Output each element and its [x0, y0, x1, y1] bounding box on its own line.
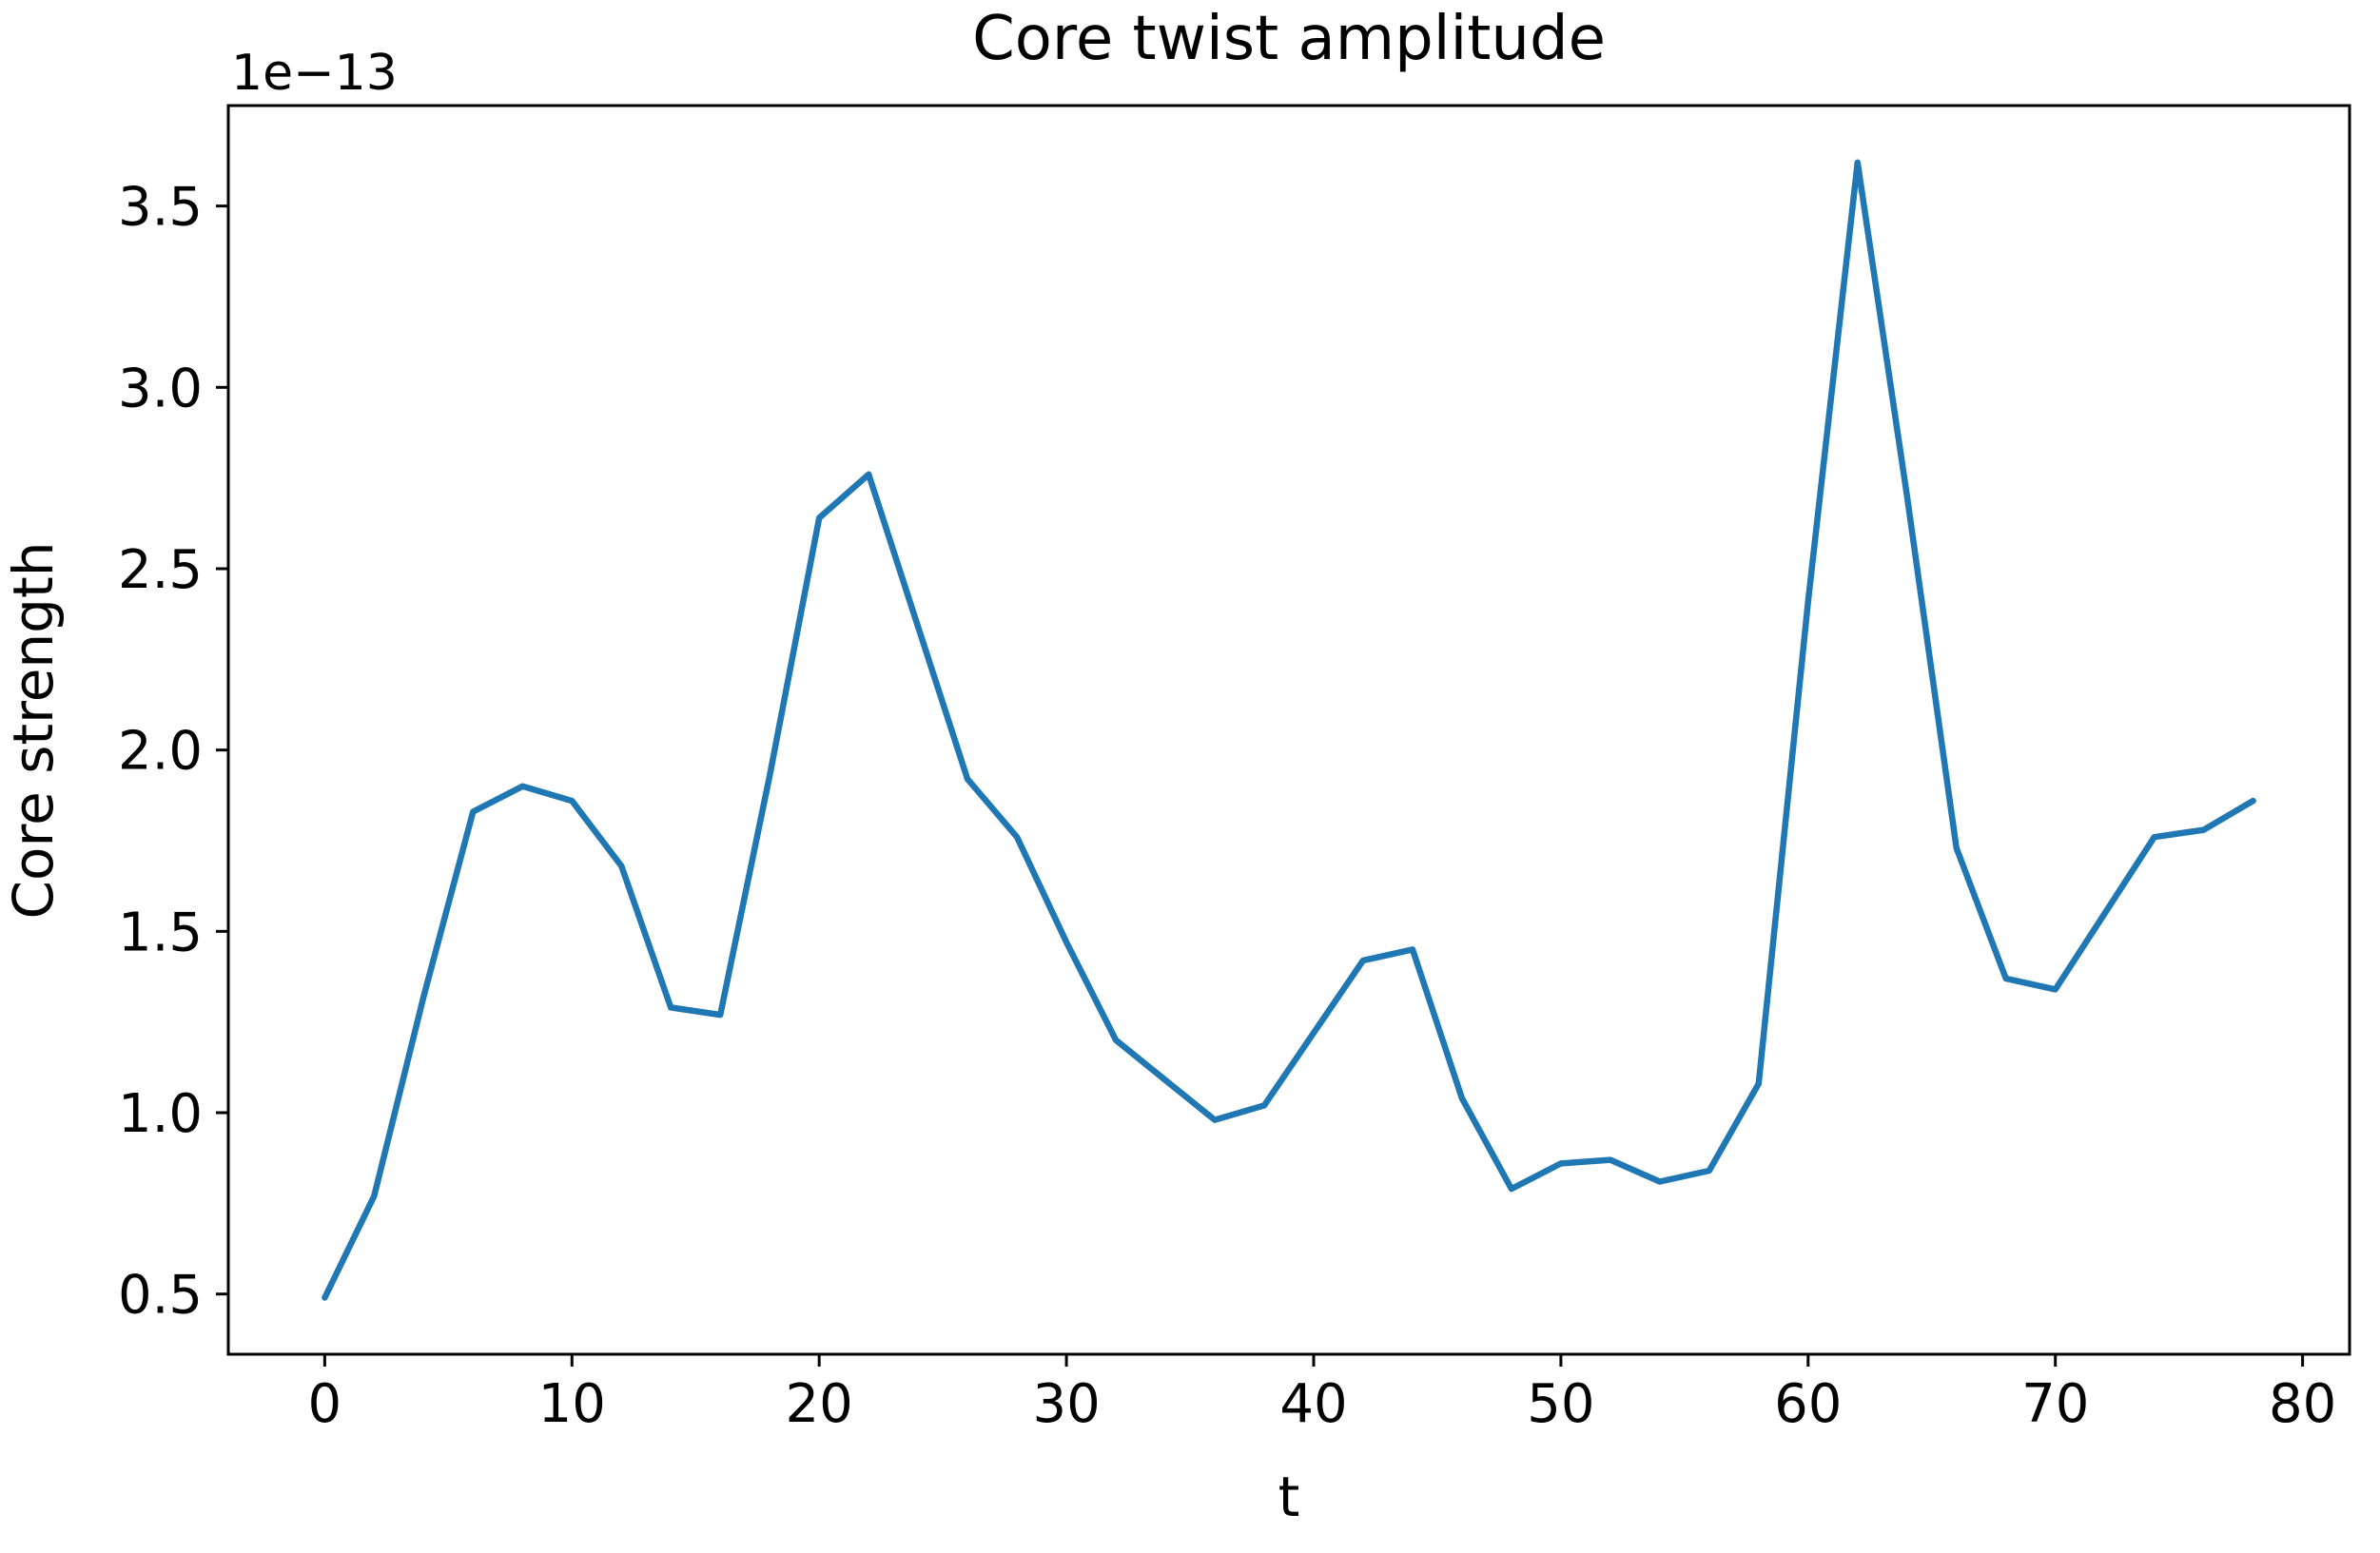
x-tick-label: 0 — [308, 1373, 342, 1435]
chart-title: Core twist amplitude — [972, 4, 1606, 74]
x-axis-ticks — [322, 1354, 2305, 1367]
y-axis-ticks — [216, 204, 228, 1296]
x-axis-tick-labels: 0 10 20 30 40 50 60 70 80 — [308, 1373, 2337, 1435]
line-series — [322, 159, 2256, 1301]
y-tick-label: 0.5 — [118, 1265, 203, 1327]
y-tick-label: 2.0 — [118, 721, 203, 783]
x-tick-label: 60 — [1774, 1373, 1842, 1435]
y-axis-tick-labels: 0.5 1.0 1.5 2.0 2.5 3.0 3.5 — [118, 177, 203, 1327]
x-tick-label: 30 — [1032, 1373, 1100, 1435]
y-tick-label: 3.5 — [118, 177, 203, 239]
x-tick-label: 20 — [786, 1373, 853, 1435]
x-tick-label: 70 — [2021, 1373, 2089, 1435]
y-axis-offset-text: 1e−13 — [231, 45, 398, 102]
plot-area-spines — [226, 104, 2351, 1356]
x-axis-label: t — [1278, 1465, 1300, 1529]
x-tick-label: 10 — [538, 1373, 606, 1435]
y-axis-label: Core strength — [1, 542, 66, 920]
y-tick-label: 1.5 — [118, 902, 203, 963]
x-tick-label: 80 — [2269, 1373, 2336, 1435]
x-tick-label: 40 — [1279, 1373, 1347, 1435]
y-tick-label: 2.5 — [118, 539, 203, 601]
x-tick-label: 50 — [1527, 1373, 1594, 1435]
y-tick-label: 3.0 — [118, 358, 203, 419]
y-tick-label: 1.0 — [118, 1083, 203, 1145]
